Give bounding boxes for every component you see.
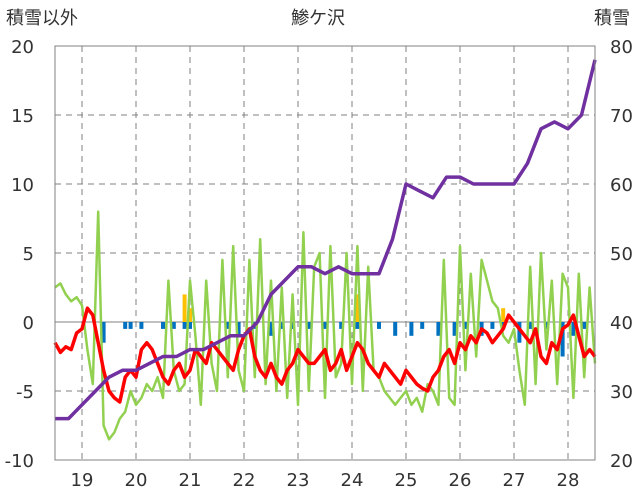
right-axis-title: 積雪 — [594, 8, 630, 29]
left-tick-label: 20 — [11, 37, 34, 58]
left-tick-label: -5 — [16, 382, 34, 403]
sunshine-bar — [355, 294, 360, 322]
precipitation-bar — [544, 322, 549, 329]
precipitation-bar — [236, 322, 241, 336]
right-tick-label: 60 — [610, 175, 633, 196]
sunshine-bar — [501, 308, 506, 322]
precipitation-bar — [517, 322, 522, 343]
temperature-series-line — [53, 306, 597, 404]
precipitation-bar — [101, 322, 106, 343]
x-tick-label: 21 — [179, 470, 202, 491]
bars — [101, 294, 587, 357]
chart-title: 鯵ケ沢 — [291, 8, 345, 29]
left-tick-label: 15 — [11, 106, 34, 127]
left-tick-label: 10 — [11, 175, 34, 196]
x-tick-label: 27 — [503, 470, 526, 491]
precipitation-bar — [582, 322, 587, 329]
precipitation-bar — [528, 322, 533, 329]
left-tick-label: 5 — [23, 244, 34, 265]
right-tick-label: 50 — [610, 244, 633, 265]
x-tick-label: 25 — [395, 470, 418, 491]
precipitation-bar — [436, 322, 441, 336]
x-tick-label: 23 — [287, 470, 310, 491]
precipitation-bar — [128, 322, 133, 329]
wind-series-line — [54, 210, 597, 441]
snow_depth-series-line — [55, 59, 597, 421]
precipitation-bar — [123, 322, 128, 329]
x-tick-label: 20 — [125, 470, 148, 491]
precipitation-bar — [377, 322, 381, 329]
x-tick-label: 26 — [449, 470, 472, 491]
precipitation-bar — [463, 322, 468, 329]
right-tick-label: 70 — [610, 106, 633, 127]
precipitation-bar — [182, 322, 187, 329]
precipitation-bar — [339, 322, 344, 329]
x-tick-label: 28 — [557, 470, 580, 491]
precipitation-bar — [560, 322, 565, 357]
plot-frame — [54, 45, 596, 461]
precipitation-bar — [188, 322, 192, 329]
precipitation-bar — [409, 322, 414, 336]
series-lines — [53, 59, 597, 441]
precipitation-bar — [290, 322, 295, 329]
sunshine-bar — [188, 308, 192, 322]
precipitation-bar — [306, 322, 311, 329]
precipitation-bar — [225, 322, 230, 329]
precipitation-bar — [269, 322, 273, 336]
precipitation-bar — [355, 322, 360, 329]
precipitation-bar — [571, 322, 576, 336]
precipitation-bar — [161, 322, 165, 329]
x-tick-label: 24 — [341, 470, 364, 491]
precipitation-bar — [452, 322, 457, 336]
precipitation-bar — [171, 322, 176, 329]
left-tick-label: 0 — [23, 313, 34, 334]
x-tick-label: 22 — [233, 470, 256, 491]
right-tick-label: 20 — [610, 451, 633, 472]
right-tick-label: 80 — [610, 37, 633, 58]
precipitation-bar — [420, 322, 425, 329]
precipitation-bar — [139, 322, 144, 329]
precipitation-bar — [490, 322, 495, 329]
left-tick-label: -10 — [5, 451, 34, 472]
x-tick-label: 19 — [71, 470, 94, 491]
precipitation-bar — [393, 322, 398, 336]
precipitation-bar — [323, 322, 327, 329]
precipitation-bar — [279, 322, 284, 329]
sunshine-bar — [182, 294, 187, 322]
right-tick-label: 40 — [610, 313, 633, 334]
left-axis-title: 積雪以外 — [6, 8, 78, 29]
right-tick-label: 30 — [610, 382, 633, 403]
